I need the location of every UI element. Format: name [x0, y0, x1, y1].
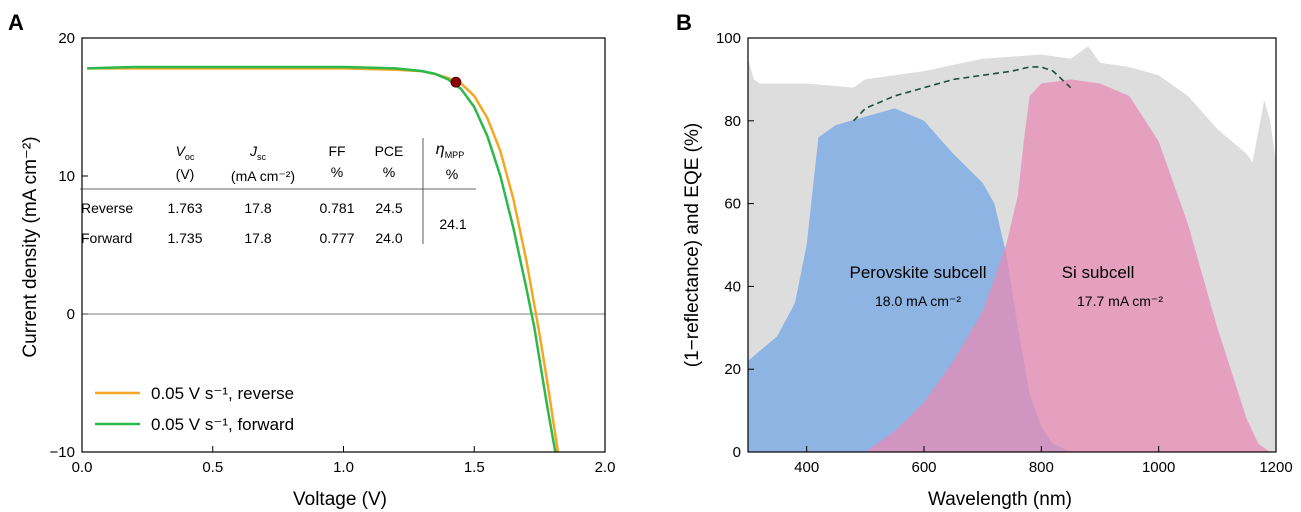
x-tick-label: 800 — [1029, 459, 1054, 476]
panel-a-plot: 0.0 0.5 1.0 1.5 2.0 −10 0 10 20 — [50, 30, 616, 476]
panel-a-mpp-marker — [450, 76, 462, 88]
x-tick-label: 0.0 — [72, 459, 93, 476]
panel-b-letter: B — [676, 10, 692, 35]
table-cell: 17.8 — [244, 230, 271, 246]
annotation-si: Si subcell — [1062, 263, 1135, 282]
x-tick-label: 1.5 — [464, 459, 485, 476]
panel-a-letter: A — [8, 10, 24, 35]
panel-b-ylabel: (1−reflectance) and EQE (%) — [682, 123, 703, 367]
annotation-perovskite-value: 18.0 mA cm⁻² — [875, 293, 961, 309]
table-header-eta: ηMPP — [436, 141, 464, 160]
x-tick-label: 600 — [911, 459, 936, 476]
panel-b-series — [748, 46, 1276, 453]
table-header-pce-unit: % — [383, 164, 395, 180]
panel-b-frame — [747, 37, 1277, 453]
table-cell: 0.777 — [319, 230, 354, 246]
table-header-ff: FF — [328, 143, 345, 159]
panel-a-ticks: 0.0 0.5 1.0 1.5 2.0 −10 0 10 20 — [50, 30, 616, 476]
table-cell: 1.735 — [167, 230, 202, 246]
table-header-voc-unit: (V) — [176, 166, 195, 182]
x-tick-label: 1.0 — [333, 459, 354, 476]
x-tick-label: 400 — [794, 459, 819, 476]
panel-b-plot: 400 600 800 1000 1200 0 20 40 60 80 100 — [716, 30, 1293, 476]
panel-a-ylabel: Current density (mA cm⁻²) — [20, 136, 41, 357]
table-cell: 17.8 — [244, 200, 271, 216]
legend-label-reverse: 0.05 V s⁻¹, reverse — [151, 384, 294, 403]
x-tick-label: 1200 — [1259, 459, 1292, 476]
y-tick-label: 80 — [724, 113, 741, 130]
table-header-pce: PCE — [375, 143, 404, 159]
table-row-reverse-label: Reverse — [81, 200, 133, 216]
table-cell: 24.5 — [375, 200, 402, 216]
y-tick-label: 100 — [716, 30, 741, 47]
annotation-perovskite: Perovskite subcell — [849, 263, 986, 282]
table-eta-value: 24.1 — [439, 216, 466, 232]
series-line-sum — [853, 66, 1072, 122]
table-header-ff-unit: % — [331, 164, 343, 180]
legend-label-forward: 0.05 V s⁻¹, forward — [151, 415, 294, 434]
panel-a-table: Voc (V) Jsc (mA cm⁻²) FF % PCE % ηMPP % … — [80, 138, 476, 246]
y-tick-label: 0 — [733, 444, 741, 461]
table-header-jsc: Jsc — [249, 143, 267, 162]
y-tick-label: 20 — [724, 361, 741, 378]
table-cell: 1.763 — [167, 200, 202, 216]
panel-a-frame — [81, 37, 606, 453]
annotation-si-value: 17.7 mA cm⁻² — [1077, 293, 1163, 309]
table-header-voc: Voc — [176, 143, 195, 162]
y-tick-label: 60 — [724, 196, 741, 213]
y-tick-label: 20 — [58, 30, 75, 47]
panel-a-legend: 0.05 V s⁻¹, reverse 0.05 V s⁻¹, forward — [95, 384, 294, 434]
x-tick-label: 0.5 — [202, 459, 223, 476]
table-row-forward-label: Forward — [81, 230, 132, 246]
table-header-eta-unit: % — [446, 166, 458, 182]
table-header-jsc-unit: (mA cm⁻²) — [231, 168, 295, 184]
series-area-si — [865, 79, 1271, 453]
table-cell: 24.0 — [375, 230, 402, 246]
panel-a-xlabel: Voltage (V) — [293, 489, 387, 510]
y-tick-label: −10 — [50, 444, 75, 461]
table-cell: 0.781 — [319, 200, 354, 216]
y-tick-label: 0 — [67, 306, 75, 323]
y-tick-label: 40 — [724, 278, 741, 295]
y-tick-label: 10 — [58, 168, 75, 185]
panel-b-xlabel: Wavelength (nm) — [928, 489, 1072, 510]
panel-a-series — [87, 65, 560, 453]
x-tick-label: 1000 — [1142, 459, 1175, 476]
panel-b-ticks: 400 600 800 1000 1200 0 20 40 60 80 100 — [716, 30, 1293, 476]
x-tick-label: 2.0 — [595, 459, 616, 476]
